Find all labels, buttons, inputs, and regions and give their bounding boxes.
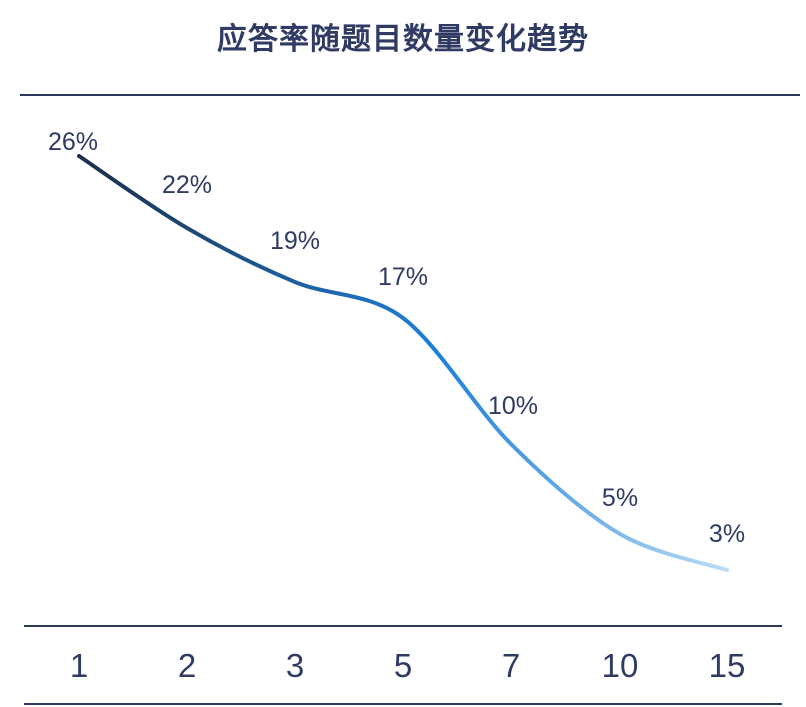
chart-title: 应答率随题目数量变化趋势 [217, 22, 589, 57]
data-label: 3% [709, 520, 745, 548]
data-label: 26% [48, 128, 98, 156]
data-label: 22% [162, 171, 212, 199]
x-tick-label: 3 [286, 647, 304, 684]
data-label: 10% [488, 392, 538, 420]
data-label: 19% [270, 227, 320, 255]
data-label: 17% [378, 263, 428, 291]
x-tick-label: 2 [178, 647, 196, 684]
x-tick-label: 1 [70, 647, 88, 684]
x-tick-label: 10 [602, 647, 639, 684]
series-line [77, 154, 729, 572]
x-tick-label: 7 [502, 647, 520, 684]
x-tick-label: 15 [709, 647, 746, 684]
data-label: 5% [602, 484, 638, 512]
x-tick-label: 5 [394, 647, 412, 684]
